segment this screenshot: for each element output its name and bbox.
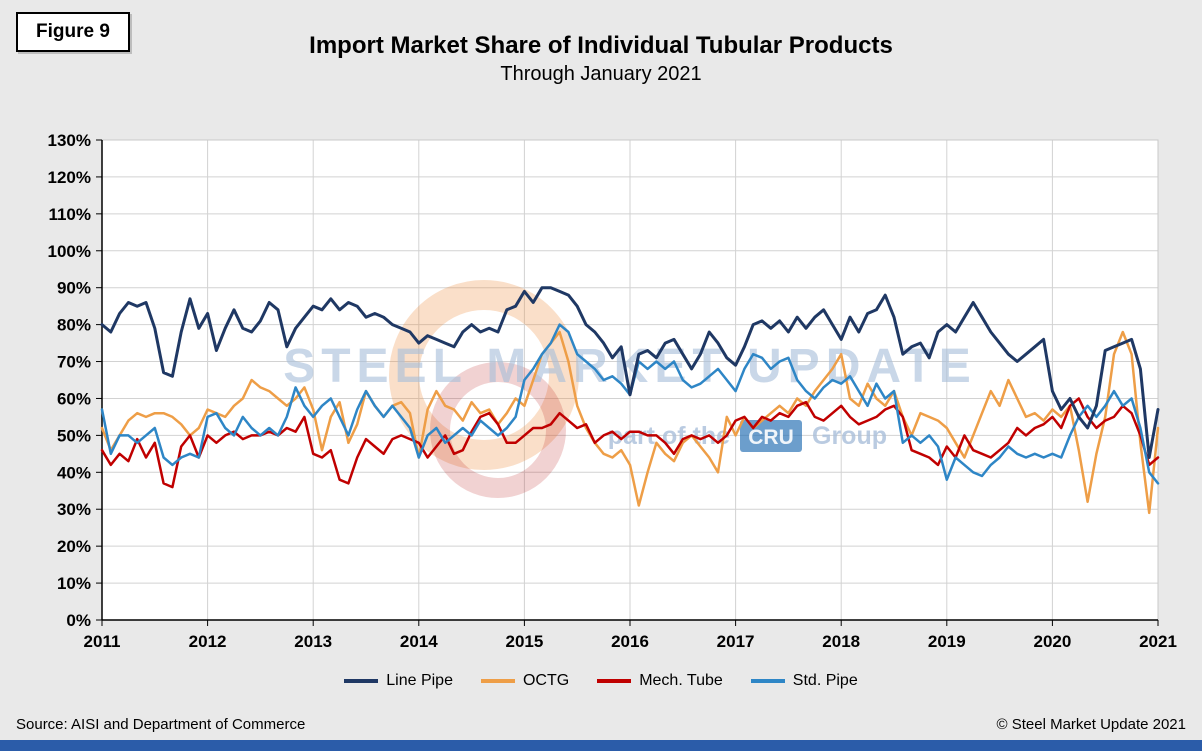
x-tick-label: 2014 bbox=[400, 632, 438, 651]
y-tick-label: 30% bbox=[57, 500, 91, 519]
legend-label: Line Pipe bbox=[386, 672, 453, 689]
legend-label: Std. Pipe bbox=[792, 672, 858, 689]
legend-swatch bbox=[480, 679, 515, 683]
watermark-ring-orange bbox=[389, 280, 579, 470]
x-tick-label: 2015 bbox=[505, 632, 543, 651]
y-tick-label: 20% bbox=[57, 537, 91, 556]
y-tick-label: 70% bbox=[57, 353, 91, 372]
source-note: Source: AISI and Department of Commerce bbox=[16, 716, 306, 733]
x-tick-label: 2020 bbox=[1033, 632, 1071, 651]
footer: Source: AISI and Department of Commerce … bbox=[16, 716, 1186, 733]
y-tick-label: 120% bbox=[48, 168, 91, 187]
copyright-note: © Steel Market Update 2021 bbox=[996, 716, 1187, 733]
legend-item: OCTG bbox=[480, 672, 570, 690]
legend-swatch bbox=[344, 679, 379, 683]
x-tick-label: 2012 bbox=[189, 632, 227, 651]
x-tick-label: 2021 bbox=[1139, 632, 1177, 651]
y-tick-label: 90% bbox=[57, 279, 91, 298]
y-tick-label: 130% bbox=[48, 131, 91, 150]
footer-bar bbox=[0, 740, 1202, 751]
watermark-cru-box bbox=[740, 420, 802, 452]
y-tick-label: 80% bbox=[57, 316, 91, 335]
chart-subtitle: Through January 2021 bbox=[500, 63, 702, 85]
y-tick-label: 40% bbox=[57, 463, 91, 482]
legend-item: Std. Pipe bbox=[750, 672, 858, 690]
series-line-pipe bbox=[100, 286, 1160, 459]
legend-label: OCTG bbox=[522, 672, 570, 689]
series-octg bbox=[100, 330, 1160, 515]
x-tick-label: 2016 bbox=[611, 632, 649, 651]
legend-item: Line Pipe bbox=[344, 672, 453, 690]
legend: Line Pipe OCTG Mech. Tube Std. Pipe bbox=[0, 672, 1202, 690]
x-tick-label: 2017 bbox=[717, 632, 755, 651]
x-tick-label: 2019 bbox=[928, 632, 966, 651]
legend-item: Mech. Tube bbox=[597, 672, 723, 690]
y-tick-label: 50% bbox=[57, 426, 91, 445]
watermark-cru-label: CRU bbox=[748, 426, 794, 449]
watermark-title: STEEL MARKET UPDATE bbox=[283, 340, 977, 393]
legend-swatch bbox=[750, 679, 785, 683]
chart-title: Import Market Share of Individual Tubula… bbox=[309, 32, 893, 59]
figure-label-box: Figure 9 bbox=[16, 12, 130, 52]
watermark-subtext-suffix: Group bbox=[812, 422, 887, 450]
figure-label: Figure 9 bbox=[36, 21, 110, 42]
x-tick-label: 2018 bbox=[822, 632, 860, 651]
legend-label: Mech. Tube bbox=[639, 672, 723, 689]
y-tick-label: 0% bbox=[66, 611, 91, 630]
y-tick-label: 10% bbox=[57, 574, 91, 593]
x-tick-label: 2011 bbox=[84, 632, 121, 651]
y-tick-label: 100% bbox=[48, 242, 91, 261]
title-block: Import Market Share of Individual Tubula… bbox=[0, 32, 1202, 86]
watermark-ring-red bbox=[430, 362, 566, 498]
x-tick-label: 2013 bbox=[294, 632, 332, 651]
y-tick-label: 110% bbox=[48, 205, 91, 224]
legend-swatch bbox=[597, 679, 632, 683]
y-tick-label: 60% bbox=[57, 389, 91, 408]
